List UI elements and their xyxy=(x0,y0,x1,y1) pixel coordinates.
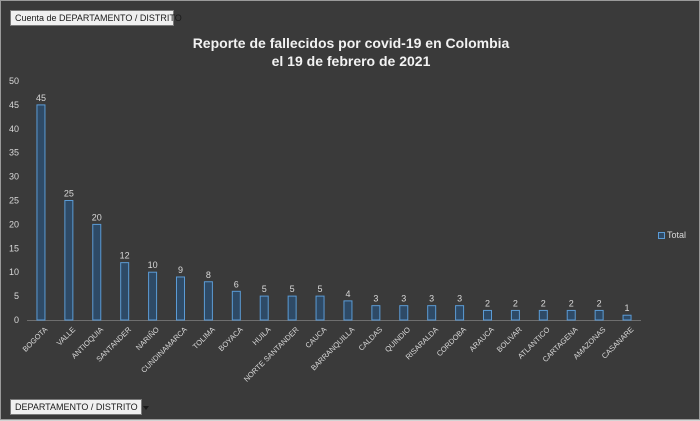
data-label: 2 xyxy=(597,298,602,308)
y-tick-label: 40 xyxy=(9,124,19,134)
y-tick-label: 5 xyxy=(14,291,19,301)
data-label: 4 xyxy=(345,289,350,299)
bar xyxy=(287,295,297,321)
bar xyxy=(92,223,102,321)
bar xyxy=(483,309,492,321)
data-label: 10 xyxy=(148,260,158,270)
bar xyxy=(231,290,241,321)
bar xyxy=(566,309,576,321)
pivot-axis-field-label: DEPARTAMENTO / DISTRITO xyxy=(15,402,138,412)
data-label: 3 xyxy=(429,294,434,304)
bar xyxy=(427,305,437,321)
chart-title-line-1: Reporte de fallecidos por covid-19 en Co… xyxy=(192,35,510,51)
x-tick-label: NARIÑO xyxy=(134,325,161,352)
y-tick-label: 0 xyxy=(14,315,19,325)
dropdown-arrow-icon[interactable] xyxy=(142,405,149,410)
bar xyxy=(315,295,325,321)
data-label: 5 xyxy=(318,284,323,294)
x-tick-label: CORDOBA xyxy=(435,325,468,358)
data-label: 5 xyxy=(290,284,295,294)
y-tick-label: 45 xyxy=(9,100,19,110)
bar xyxy=(371,305,381,321)
y-tick-label: 30 xyxy=(9,172,19,182)
x-tick-label: CALDAS xyxy=(357,325,385,353)
chart-legend: Total xyxy=(658,230,686,241)
x-tick-label: VALLE xyxy=(55,325,77,347)
data-label: 20 xyxy=(92,212,102,222)
y-tick-label: 25 xyxy=(9,196,19,206)
x-tick-label: TOLIMA xyxy=(191,325,217,351)
x-tick-label: CAUCA xyxy=(303,325,328,350)
data-label: 2 xyxy=(513,298,518,308)
y-tick-label: 15 xyxy=(9,243,19,253)
data-label: 5 xyxy=(262,284,267,294)
bar xyxy=(622,314,632,321)
bar xyxy=(343,300,353,321)
data-label: 2 xyxy=(485,298,490,308)
pivot-value-field-button[interactable]: Cuenta de DEPARTAMENTO / DISTRITO xyxy=(10,10,182,26)
data-label: 8 xyxy=(206,270,211,280)
data-label: 6 xyxy=(234,279,239,289)
data-label: 45 xyxy=(36,93,46,103)
data-label: 1 xyxy=(625,303,630,313)
y-tick-label: 50 xyxy=(9,76,19,86)
data-label: 9 xyxy=(178,265,183,275)
bar xyxy=(64,200,74,321)
pivot-axis-field-button[interactable]: DEPARTAMENTO / DISTRITO xyxy=(10,399,149,415)
bar xyxy=(399,305,409,321)
bar xyxy=(120,262,130,321)
y-tick-label: 10 xyxy=(9,267,19,277)
data-label: 12 xyxy=(120,251,130,261)
bar xyxy=(203,281,213,321)
legend-swatch-total xyxy=(658,232,665,239)
x-tick-label: ARAUCA xyxy=(467,325,495,353)
x-tick-label: NORTE SANTANDER xyxy=(242,325,301,384)
bar xyxy=(36,104,46,321)
x-tick-label: BOGOTA xyxy=(21,325,50,354)
x-tick-label: BOYACA xyxy=(217,325,245,353)
bar xyxy=(455,305,465,321)
bar xyxy=(259,295,269,321)
bar xyxy=(538,309,548,321)
legend-label-total: Total xyxy=(667,230,687,240)
pivot-value-field-label: Cuenta de DEPARTAMENTO / DISTRITO xyxy=(15,13,182,23)
data-label: 3 xyxy=(373,294,378,304)
data-label: 25 xyxy=(64,189,74,199)
bar xyxy=(510,309,520,321)
data-label: 3 xyxy=(457,294,462,304)
bar xyxy=(148,271,158,321)
y-tick-label: 20 xyxy=(9,219,19,229)
chart-title-line-2: el 19 de febrero de 2021 xyxy=(271,53,431,69)
bar xyxy=(594,309,604,321)
data-label: 2 xyxy=(569,298,574,308)
bar xyxy=(176,276,185,321)
y-tick-label: 35 xyxy=(9,148,19,158)
data-label: 2 xyxy=(541,298,546,308)
x-tick-label: HUILA xyxy=(251,325,273,347)
data-label: 3 xyxy=(401,294,406,304)
